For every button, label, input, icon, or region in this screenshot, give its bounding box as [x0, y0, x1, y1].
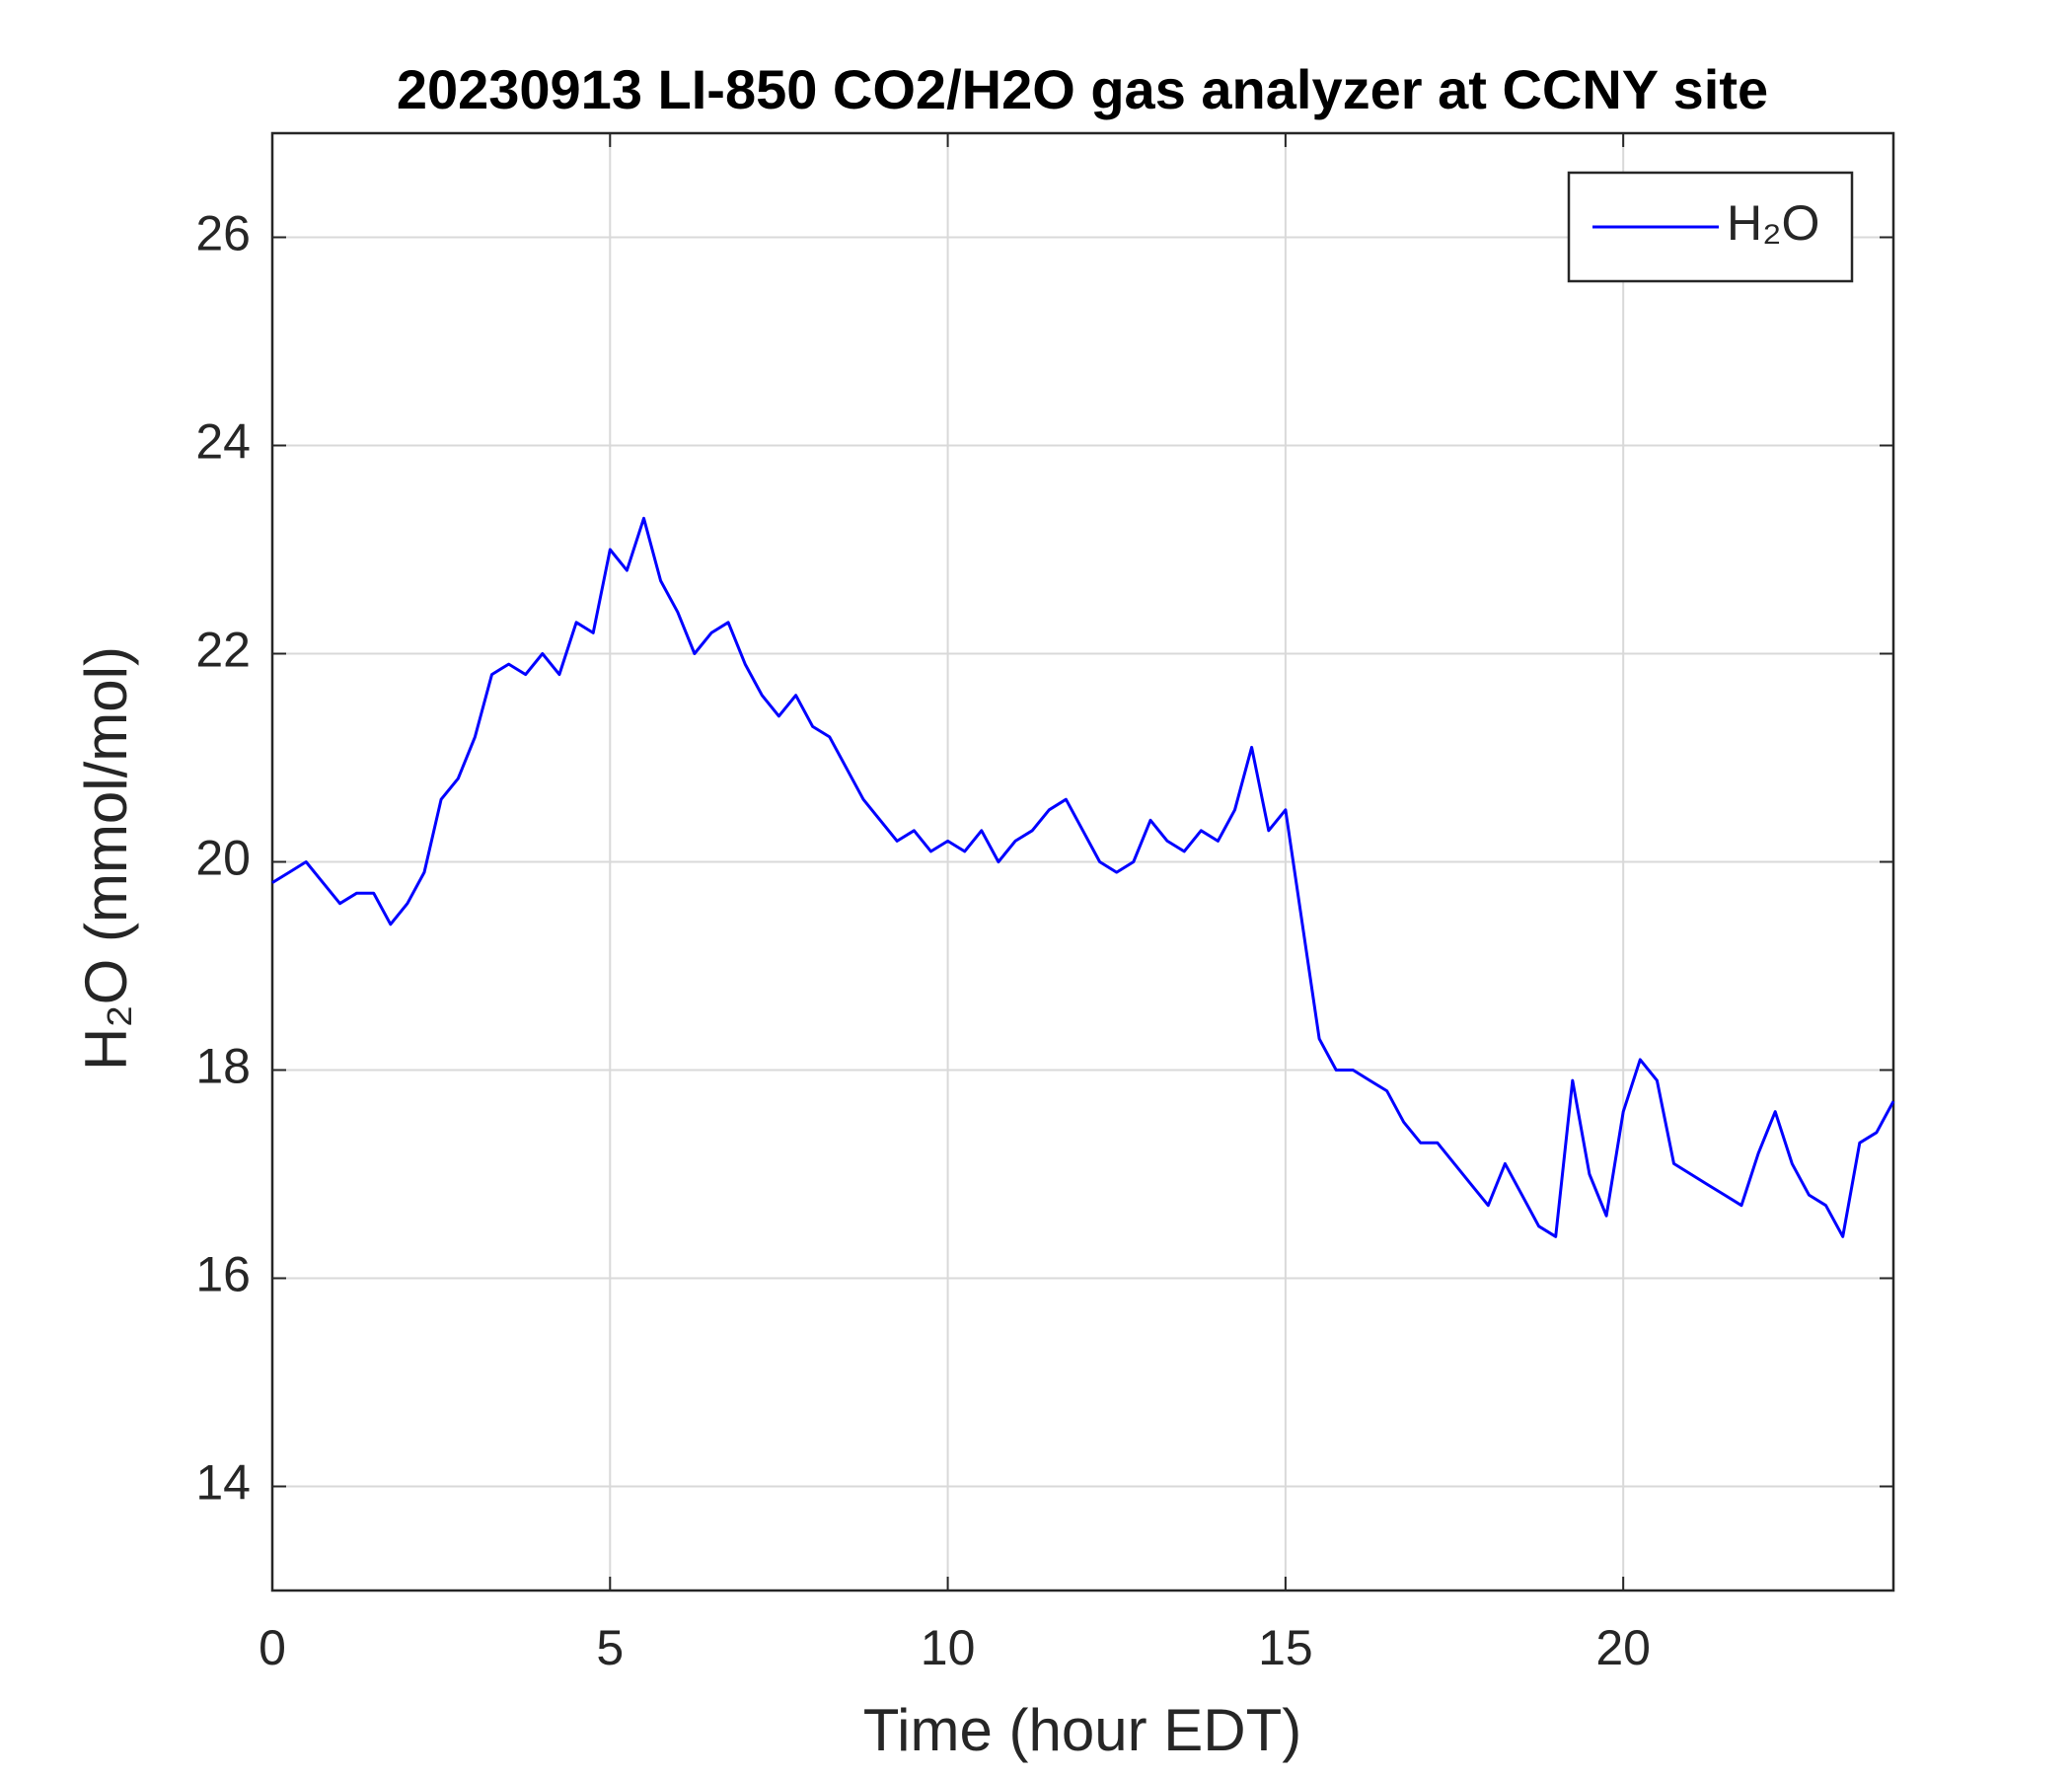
y-axis-label: H₂O (mmol/mol) — [73, 646, 139, 1071]
y-tick-label: 22 — [195, 623, 251, 678]
chart-title: 20230913 LI-850 CO2/H2O gas analyzer at … — [397, 58, 1768, 120]
y-tick-label: 14 — [195, 1455, 251, 1511]
y-tick-label: 24 — [195, 414, 251, 470]
y-tick-label: 20 — [195, 831, 251, 886]
y-tick-label: 18 — [195, 1039, 251, 1094]
y-tick-label: 16 — [195, 1247, 251, 1302]
plot-frame — [270, 131, 1895, 1592]
x-axis-label: Time (hour EDT) — [863, 1697, 1302, 1763]
x-tick-label: 0 — [259, 1620, 286, 1675]
data-line — [271, 516, 1895, 1238]
x-tick-label: 15 — [1258, 1620, 1313, 1675]
x-tick-label: 20 — [1595, 1620, 1651, 1675]
legend-label: H₂O — [1727, 195, 1819, 251]
x-tick-label: 5 — [596, 1620, 624, 1675]
y-tick-label: 26 — [195, 206, 251, 261]
x-tick-label: 10 — [921, 1620, 976, 1675]
